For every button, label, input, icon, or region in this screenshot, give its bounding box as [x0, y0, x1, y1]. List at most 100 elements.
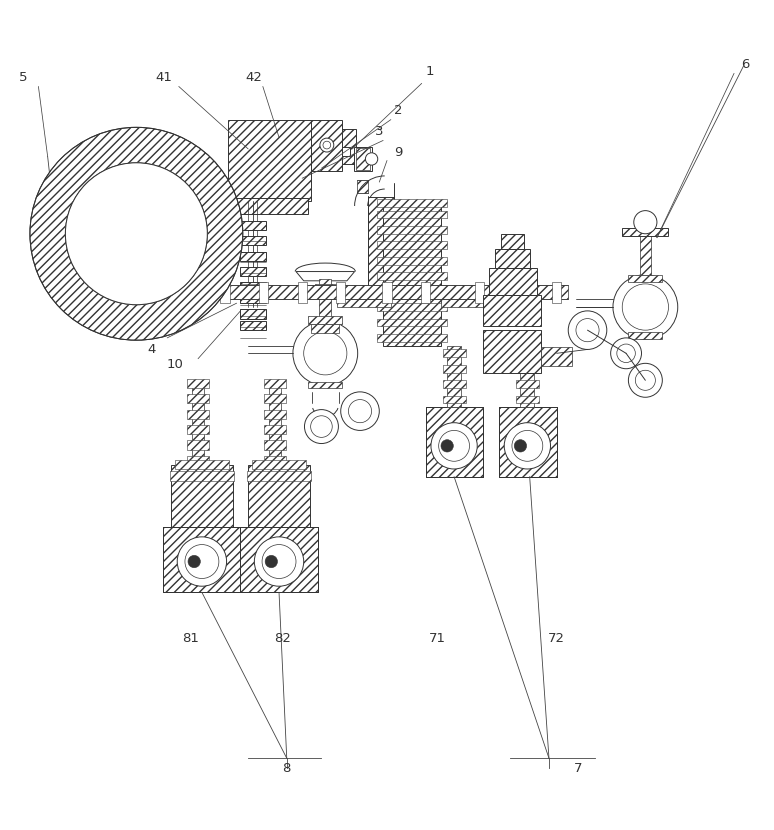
Bar	[308, 382, 342, 388]
Bar	[192, 380, 204, 465]
Bar	[252, 460, 306, 469]
Circle shape	[439, 431, 470, 461]
Bar	[337, 290, 391, 307]
Bar	[259, 281, 269, 303]
Circle shape	[177, 537, 227, 586]
Circle shape	[576, 319, 599, 342]
Text: 9: 9	[395, 146, 402, 159]
Bar	[377, 211, 447, 218]
Bar	[357, 180, 368, 193]
Circle shape	[310, 416, 332, 437]
Bar	[354, 147, 372, 171]
Circle shape	[431, 422, 478, 469]
Text: 10: 10	[166, 359, 183, 371]
Bar	[265, 425, 286, 434]
Text: 81: 81	[182, 632, 199, 645]
Circle shape	[185, 544, 219, 579]
Bar	[513, 281, 522, 303]
Bar	[342, 147, 350, 156]
Text: 2: 2	[394, 104, 402, 117]
Bar	[314, 284, 336, 293]
Text: 1: 1	[425, 66, 433, 78]
Bar	[265, 394, 286, 403]
Polygon shape	[296, 271, 354, 281]
Bar	[356, 149, 370, 170]
Circle shape	[348, 399, 372, 422]
Text: 3: 3	[375, 124, 384, 138]
Text: 82: 82	[275, 632, 291, 645]
Bar	[171, 465, 233, 530]
Bar	[377, 288, 447, 295]
Bar	[163, 527, 241, 593]
Circle shape	[514, 440, 526, 452]
Bar	[163, 527, 241, 593]
Bar	[515, 365, 539, 373]
Bar	[241, 321, 266, 330]
Bar	[498, 408, 557, 476]
Bar	[265, 456, 286, 465]
Bar	[441, 290, 488, 307]
Bar	[377, 319, 447, 326]
Circle shape	[622, 284, 669, 330]
Bar	[443, 396, 466, 403]
Bar	[241, 527, 317, 593]
Bar	[495, 249, 530, 268]
Text: 6: 6	[741, 57, 750, 71]
Bar	[187, 378, 209, 388]
Bar	[342, 129, 356, 164]
Bar	[336, 281, 345, 303]
Bar	[443, 365, 466, 373]
Bar	[622, 228, 669, 236]
Bar	[175, 460, 229, 469]
Bar	[269, 380, 281, 465]
Bar	[443, 349, 466, 357]
Text: 71: 71	[429, 632, 446, 645]
Bar	[232, 198, 307, 214]
Bar	[377, 303, 447, 311]
Circle shape	[341, 392, 379, 431]
Bar	[484, 330, 541, 373]
Bar	[311, 120, 342, 171]
Bar	[241, 267, 266, 276]
Bar	[187, 394, 209, 403]
Circle shape	[611, 338, 642, 369]
Bar	[426, 408, 484, 476]
Bar	[377, 199, 447, 207]
Circle shape	[441, 440, 454, 452]
Bar	[241, 221, 266, 230]
Bar	[628, 275, 663, 282]
Circle shape	[255, 537, 303, 586]
Text: 42: 42	[245, 71, 262, 84]
Bar	[443, 380, 466, 388]
Bar	[640, 236, 651, 275]
Bar	[498, 408, 557, 476]
Bar	[484, 295, 541, 326]
Bar	[241, 251, 266, 261]
Bar	[187, 441, 209, 450]
Bar	[552, 281, 561, 303]
Circle shape	[628, 364, 663, 398]
Circle shape	[265, 555, 278, 568]
Circle shape	[568, 311, 607, 349]
Bar	[515, 396, 539, 403]
Bar	[241, 282, 266, 291]
Circle shape	[65, 163, 207, 305]
Text: 5: 5	[19, 71, 27, 84]
Bar	[377, 334, 447, 342]
Circle shape	[635, 370, 656, 390]
Bar	[541, 347, 572, 366]
Bar	[186, 281, 195, 303]
Circle shape	[303, 332, 347, 375]
Circle shape	[634, 211, 657, 234]
Bar	[382, 281, 392, 303]
Text: 72: 72	[548, 632, 565, 645]
Bar	[241, 294, 266, 303]
Circle shape	[365, 153, 378, 165]
Circle shape	[188, 555, 200, 568]
Bar	[368, 197, 394, 303]
Bar	[515, 349, 539, 357]
Bar	[297, 281, 307, 303]
Circle shape	[262, 544, 296, 579]
Bar	[421, 281, 430, 303]
Circle shape	[512, 431, 543, 461]
